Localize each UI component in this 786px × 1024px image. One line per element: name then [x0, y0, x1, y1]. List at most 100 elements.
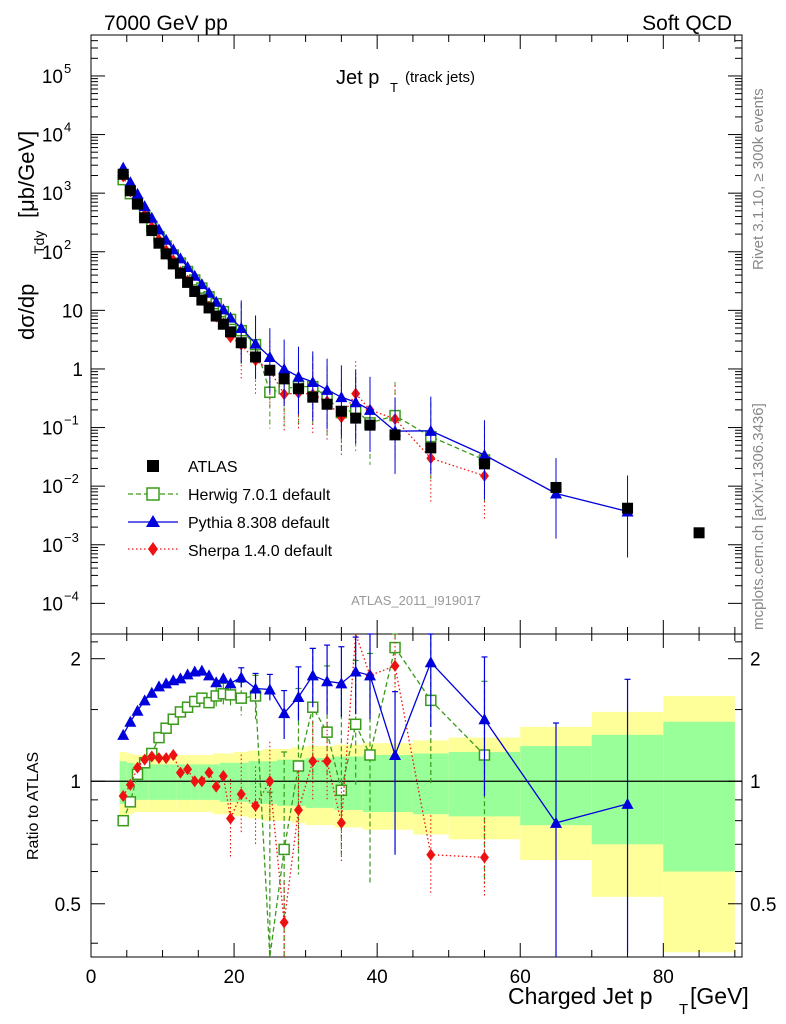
ratio-point-pythia: [335, 677, 348, 689]
ratio-point-herwig: [335, 784, 348, 797]
data-point-pythia: [349, 396, 362, 408]
ratio-point-sherpa: [168, 749, 178, 762]
ratio-point-sherpa: [251, 799, 261, 812]
main-ylabel-sub: Tdy: [31, 231, 47, 254]
ratio-point-pythia: [145, 686, 158, 698]
ratio-point-sherpa: [161, 752, 171, 765]
main-ytick-exponent: −4: [64, 588, 79, 603]
ratio-point-pythia: [181, 668, 194, 680]
main-ytick-label: 1: [72, 360, 83, 381]
data-point-pythia: [306, 375, 319, 387]
data-point-atlas: [350, 412, 362, 424]
data-point-atlas: [335, 405, 347, 417]
ratio-xlabel-sub: T: [679, 1001, 688, 1018]
uncertainty-band-inner: [234, 762, 249, 802]
ratio-point-sherpa: [218, 770, 228, 783]
ratio-point-pythia: [210, 676, 223, 688]
uncertainty-band-inner: [155, 764, 163, 800]
data-point-atlas: [278, 373, 290, 385]
ratio-point-sherpa: [426, 848, 436, 861]
ratio-point-sherpa: [204, 766, 214, 779]
source-label: mcplots.cern.ch [arXiv:1306.3436]: [750, 403, 767, 630]
data-point-atlas: [210, 310, 222, 322]
ratio-point-sherpa: [308, 755, 318, 768]
ratio-point-pythia: [224, 677, 237, 689]
ratio-point-pythia: [217, 672, 230, 684]
data-point-pythia: [424, 424, 437, 436]
series-sherpa: [118, 170, 489, 521]
ratio-xlabel: Charged Jet p T [GeV]: [508, 983, 749, 1018]
legend: ATLAS Herwig 7.0.1 default Pythia 8.308 …: [128, 459, 333, 560]
data-point-atlas: [693, 527, 705, 539]
ratio-point-pythia: [621, 797, 634, 809]
data-point-pythia: [364, 403, 376, 415]
ratio-point-pythia: [152, 680, 165, 692]
ratio-point-herwig: [349, 718, 362, 731]
main-ytick-label: 10: [42, 67, 63, 88]
ratio-ylabel: Ratio to ATLAS: [25, 752, 42, 860]
ratio-point-pythia: [249, 682, 262, 694]
main-ytick-exponent: 4: [64, 120, 71, 135]
main-ytick-exponent: −3: [64, 530, 79, 545]
ratio-series-pythia: [117, 633, 634, 957]
data-point-atlas: [550, 481, 562, 493]
series-herwig: [117, 173, 491, 505]
data-point-atlas: [124, 185, 136, 197]
data-point-atlas: [182, 276, 194, 288]
data-point-atlas: [225, 326, 236, 338]
ratio-point-sherpa: [175, 766, 185, 779]
main-title-sub: T: [390, 80, 398, 95]
data-point-atlas: [153, 237, 165, 249]
data-point-atlas: [139, 212, 151, 224]
ratio-point-pythia: [389, 749, 402, 761]
ratio-point-pythia: [263, 683, 276, 695]
uncertainty-band-inner: [277, 759, 292, 806]
data-point-pythia: [249, 337, 262, 349]
ratio-point-pythia: [278, 707, 291, 719]
main-ytick-label: 10: [62, 301, 83, 322]
energy-label: 7000 GeV pp: [104, 12, 228, 35]
ratio-point-sherpa: [336, 816, 346, 829]
ratio-point-sherpa: [197, 775, 207, 788]
uncertainty-band-inner: [205, 764, 213, 800]
data-point-atlas: [478, 458, 490, 470]
ratio-point-herwig: [321, 726, 333, 738]
ratio-point-pythia: [306, 669, 319, 681]
uncertainty-band-inner: [148, 764, 156, 800]
main-ytick-exponent: −2: [64, 471, 79, 486]
main-ytick-label: 10: [42, 419, 63, 440]
uncertainty-band-inner: [133, 764, 142, 800]
legend-label-pythia: Pythia 8.308 default: [188, 515, 330, 532]
analysis-label: ATLAS_2011_I919017: [351, 593, 481, 608]
ratio-point-herwig: [124, 796, 137, 808]
data-point-atlas: [146, 225, 158, 237]
data-point-pythia: [321, 383, 334, 395]
legend-entry-sherpa: Sherpa 1.4.0 default: [128, 542, 333, 560]
ratio-point-sherpa: [236, 788, 246, 801]
data-point-atlas: [160, 248, 172, 260]
uncertainty-band-inner: [169, 764, 177, 800]
main-ytick-label: 10: [42, 536, 63, 557]
main-ytick-exponent: 3: [64, 178, 71, 193]
ratio-xlabel-suffix: [GeV]: [690, 983, 749, 1009]
data-point-atlas: [235, 337, 247, 349]
ratio-point-pythia: [550, 816, 562, 828]
main-ylabel-text: dσ/dp: [14, 284, 39, 340]
uncertainty-band-inner: [663, 721, 735, 872]
legend-marker-pythia: [146, 515, 160, 527]
ratio-point-pythia: [424, 656, 437, 668]
ratio-xtick-label: 60: [510, 967, 531, 988]
ratio-point-herwig: [203, 696, 215, 709]
ratio-xtick-label: 40: [367, 967, 388, 988]
process-label: Soft QCD: [642, 12, 732, 35]
ratio-point-herwig: [235, 692, 247, 704]
ratio-point-pythia: [349, 665, 362, 677]
uncertainty-band-inner: [119, 761, 127, 804]
ratio-point-pythia: [124, 715, 137, 727]
series-atlas: [117, 168, 705, 539]
data-point-pythia: [235, 321, 248, 333]
ratio-point-sherpa: [125, 778, 135, 791]
data-point-atlas: [203, 302, 215, 314]
data-point-pythia: [124, 176, 137, 188]
